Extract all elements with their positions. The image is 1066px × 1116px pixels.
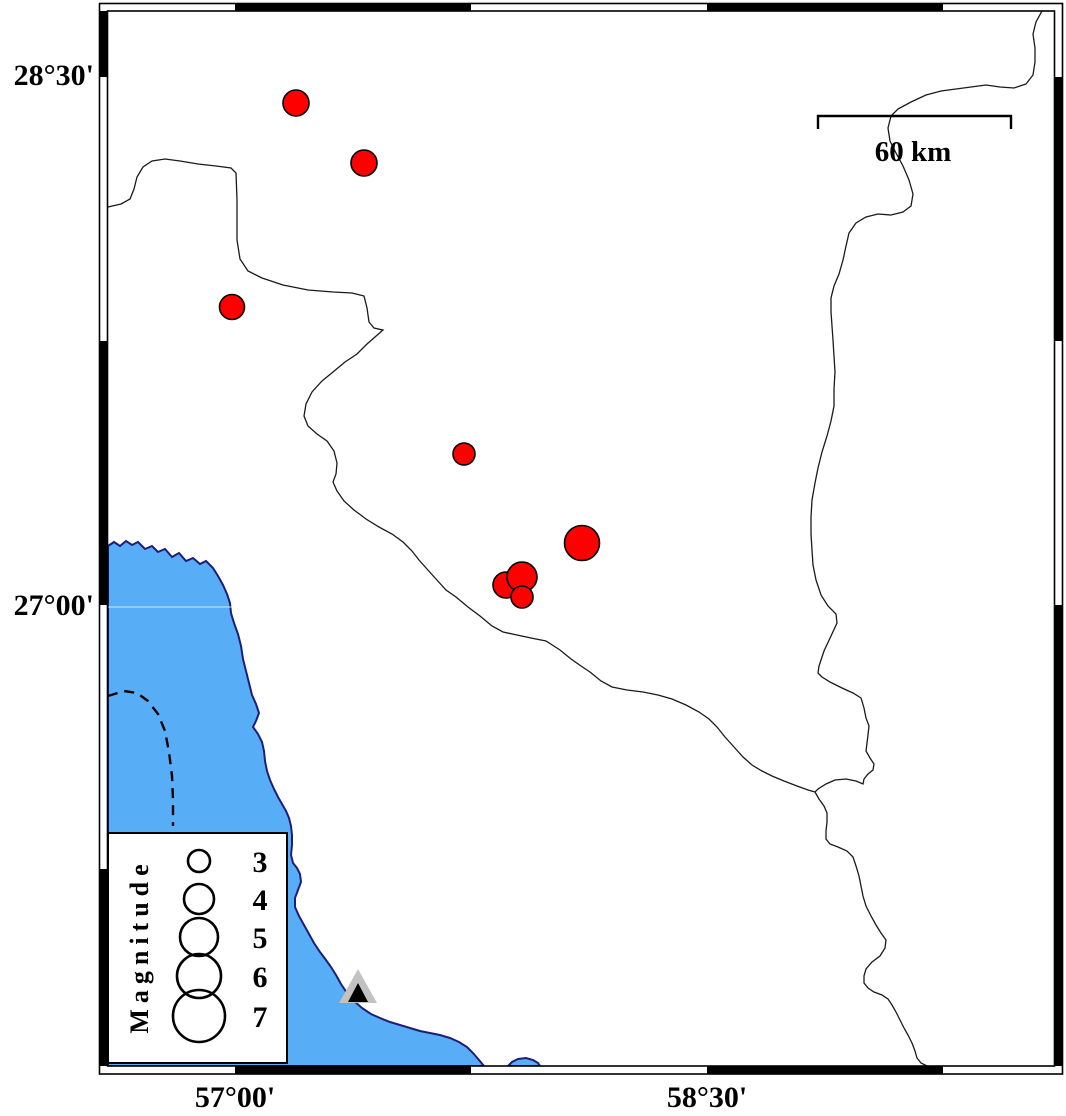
frame-seg	[235, 1066, 471, 1074]
earthquake-marker	[282, 89, 310, 117]
magnitude-legend: Magnitude 3 4 5 6 7	[107, 832, 288, 1064]
station-marker	[339, 969, 377, 1003]
legend-label-m7: 7	[253, 1001, 268, 1034]
legend-circles	[171, 848, 227, 1044]
scale-bar-line	[816, 114, 1013, 129]
legend-label-m6: 6	[253, 961, 268, 994]
legend-label-m3: 3	[253, 846, 268, 879]
frame-seg	[99, 11, 108, 77]
legend-circle-m7	[171, 988, 227, 1044]
lat-label-27-00: 27°00'	[14, 589, 94, 622]
scale-bar: 60 km	[816, 114, 1013, 168]
legend-label-m5: 5	[253, 922, 268, 955]
boundary-line-south	[814, 791, 929, 1066]
frame-seg	[99, 869, 108, 1066]
frame-seg	[99, 341, 108, 605]
frame-seg	[707, 3, 943, 12]
boundary-line-east	[810, 11, 1043, 793]
earthquake-marker	[452, 442, 476, 466]
frame-seg	[707, 1066, 943, 1074]
frame-seg	[1054, 605, 1063, 1066]
legend-circle-m3	[186, 848, 212, 874]
lat-label-28-30: 28°30'	[14, 59, 94, 92]
frame-outer	[98, 2, 1064, 1075]
lon-label-58-30: 58°30'	[667, 1081, 747, 1114]
earthquake-marker	[563, 524, 601, 562]
earthquake-layer	[218, 89, 601, 609]
legend-circle-m5	[178, 916, 220, 958]
legend-circle-m4	[182, 882, 216, 916]
lon-label-57-00: 57°00'	[195, 1081, 275, 1114]
scale-bar-label: 60 km	[875, 136, 952, 168]
legend-title: Magnitude	[125, 858, 154, 1033]
earthquake-marker	[350, 149, 378, 177]
frame-seg	[1054, 77, 1063, 341]
maritime-boundary-dashed	[107, 689, 175, 826]
earthquake-marker	[218, 293, 246, 321]
boundary-line-west	[107, 158, 816, 793]
station-triangle-inner-icon	[348, 983, 368, 1002]
legend-circle-m6	[175, 952, 223, 1000]
legend-labels: 3 4 5 6 7	[253, 846, 268, 1034]
frame-seg	[235, 3, 471, 12]
legend-label-m4: 4	[253, 884, 268, 917]
frame-inner	[106, 10, 1056, 1067]
earthquake-marker	[510, 585, 534, 609]
map-frame	[98, 2, 1064, 1075]
